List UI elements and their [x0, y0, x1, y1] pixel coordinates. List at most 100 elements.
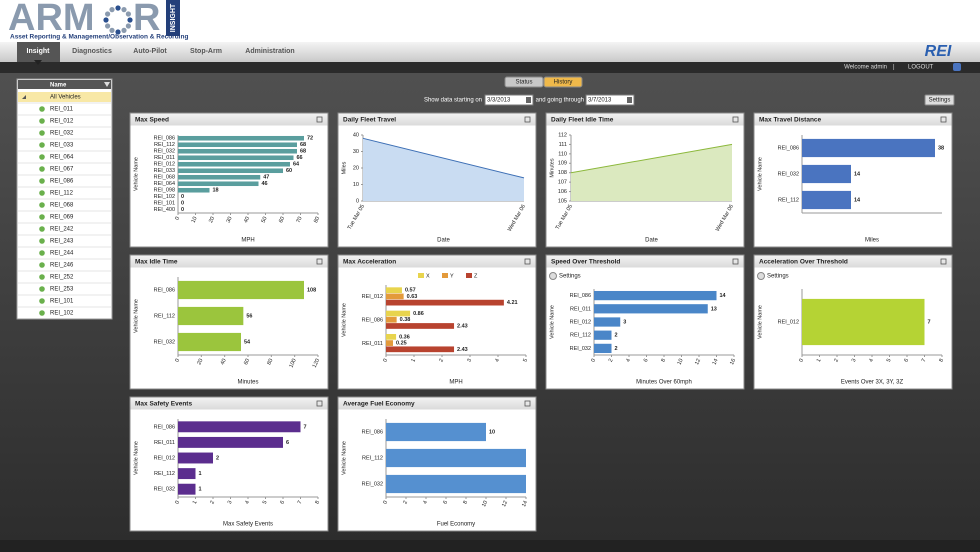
help-icon[interactable]: [953, 63, 961, 71]
y-axis-label: Vehicle Name: [133, 299, 139, 333]
y-axis-label: Minutes: [549, 158, 555, 178]
panel: [129, 396, 329, 532]
value-label: 60: [286, 168, 292, 174]
date-input[interactable]: [484, 94, 534, 106]
vehicle-item[interactable]: REI_242: [50, 227, 74, 233]
y-tick-label: 105: [558, 198, 567, 204]
date-value: 3/7/2013: [588, 98, 612, 104]
vehicle-item[interactable]: REI_252: [50, 275, 74, 281]
x-tick-label: 2: [833, 358, 840, 363]
date-input[interactable]: [585, 94, 635, 106]
bar: [178, 436, 283, 448]
vehicle-item[interactable]: REI_112: [50, 191, 74, 197]
vehicle-item[interactable]: REI_253: [50, 287, 74, 293]
y-tick-label: REI_068: [154, 175, 175, 181]
y-tick-label: REI_086: [778, 145, 799, 151]
active-tab: [17, 42, 60, 62]
view-tab[interactable]: [543, 76, 583, 88]
vehicle-item[interactable]: REI_086: [50, 179, 74, 185]
x-tick-label: 40: [220, 358, 228, 366]
value-label: 0.57: [405, 288, 416, 294]
vehicle-icon: [39, 214, 45, 220]
view-tab-label: Status: [515, 80, 532, 86]
restore-icon[interactable]: [732, 258, 739, 265]
x-axis-label: Minutes: [237, 380, 258, 386]
bar: [178, 306, 244, 326]
value-label: 10: [489, 429, 495, 435]
value-label: 108: [307, 287, 316, 293]
logo-dot: [105, 11, 111, 17]
bar: [594, 290, 717, 301]
restore-icon[interactable]: [316, 116, 323, 123]
vehicle-item[interactable]: REI_243: [50, 239, 74, 245]
panel-title: Daily Fleet Travel: [343, 117, 396, 124]
restore-icon[interactable]: [940, 116, 947, 123]
restore-icon[interactable]: [524, 116, 531, 123]
restore-icon[interactable]: [524, 400, 531, 407]
restore-icon[interactable]: [316, 258, 323, 265]
y-tick-label: REI_101: [154, 201, 175, 207]
settings-link[interactable]: Settings: [767, 274, 789, 280]
filter-icon[interactable]: [104, 82, 110, 87]
value-label: 0: [181, 194, 184, 200]
nav-tab[interactable]: Stop-Arm: [190, 48, 222, 55]
restore-icon[interactable]: [940, 258, 947, 265]
logout[interactable]: LOGOUT: [908, 65, 934, 71]
settings-icon[interactable]: [549, 272, 557, 280]
vehicle-item[interactable]: REI_064: [50, 155, 74, 161]
vehicle-icon: [39, 202, 45, 208]
restore-icon[interactable]: [524, 258, 531, 265]
vehicle-item[interactable]: REI_033: [50, 143, 74, 149]
nav-tab[interactable]: Administration: [245, 48, 294, 55]
value-label: 2: [615, 346, 618, 352]
vehicle-item[interactable]: REI_069: [50, 215, 74, 221]
x-tick-label: 12: [501, 500, 509, 508]
x-tick-label: 12: [694, 358, 702, 366]
bar: [594, 343, 612, 354]
expand-icon[interactable]: [22, 95, 26, 99]
x-tick-label: 3: [466, 358, 473, 363]
vehicle-item[interactable]: REI_101: [50, 299, 74, 305]
y-tick-label: REI_086: [154, 287, 175, 293]
vehicle-item[interactable]: REI_068: [50, 203, 74, 209]
view-tab[interactable]: [504, 76, 544, 88]
vehicle-item[interactable]: REI_244: [50, 251, 74, 257]
x-axis-label: Events Over 3X, 3Y, 3Z: [841, 380, 904, 386]
x-tick-label: 120: [312, 358, 321, 369]
panel-header: [338, 397, 536, 410]
vehicle-item[interactable]: REI_032: [50, 131, 74, 137]
y-tick-label: 111: [559, 142, 567, 148]
nav-tab[interactable]: Auto-Pilot: [133, 48, 167, 55]
settings-icon[interactable]: [757, 272, 765, 280]
restore-icon[interactable]: [732, 116, 739, 123]
nav-tab[interactable]: Insight: [27, 48, 51, 55]
settings-link[interactable]: Settings: [559, 274, 581, 280]
restore-icon[interactable]: [316, 400, 323, 407]
y-tick-label: REI_012: [570, 319, 591, 325]
vehicle-icon: [39, 262, 45, 268]
nav-tab[interactable]: Diagnostics: [72, 48, 112, 55]
value-label: 2.43: [457, 347, 468, 353]
vehicle-item[interactable]: REI_012: [50, 119, 74, 125]
settings-button[interactable]: [924, 94, 955, 106]
footer: [0, 540, 980, 552]
legend-label: X: [426, 273, 430, 279]
calendar-icon[interactable]: [526, 97, 531, 103]
sidebar-header-text: Name: [50, 83, 67, 89]
y-tick-label: REI_012: [778, 319, 799, 325]
x-tick-label: 80: [266, 358, 274, 366]
vehicle-item[interactable]: REI_011: [50, 107, 74, 113]
x-tick-label: 2: [608, 358, 615, 363]
vehicle-item[interactable]: All Vehicles: [50, 95, 81, 101]
calendar-icon[interactable]: [627, 97, 632, 103]
vehicle-item[interactable]: REI_246: [50, 263, 74, 269]
value-label: 6: [286, 440, 289, 446]
bar: [178, 452, 213, 464]
bar: [386, 334, 397, 340]
vehicle-item[interactable]: REI_067: [50, 167, 74, 173]
bar: [802, 298, 925, 346]
bar: [386, 448, 526, 468]
x-tick-label: 0: [174, 358, 181, 363]
vehicle-item[interactable]: REI_102: [50, 311, 74, 317]
